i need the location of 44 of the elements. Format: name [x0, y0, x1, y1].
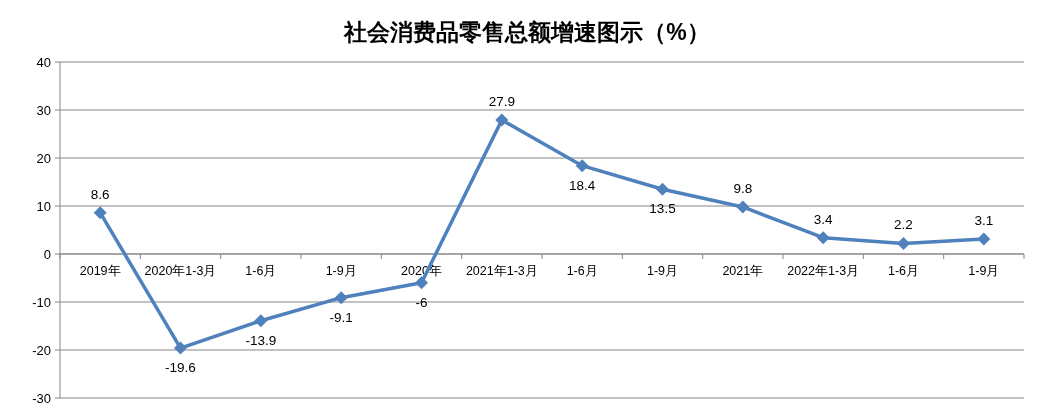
point: [575, 159, 589, 173]
y-tick-label: 40: [36, 54, 51, 70]
x-tick-label: 2019年: [79, 264, 121, 278]
x-tick-label: 2020年1-3月: [144, 264, 217, 278]
data-label: 2.2: [894, 217, 913, 233]
data-label: 8.6: [90, 186, 110, 202]
y-tick-label: 10: [36, 198, 51, 214]
point: [334, 291, 348, 305]
y-tick-label: 30: [36, 102, 51, 118]
point: [816, 231, 830, 245]
x-tick-label: 1-6月: [245, 264, 277, 278]
data-label: 3.1: [974, 213, 994, 229]
x-tick-label: 2021年1-3月: [465, 264, 538, 278]
x-tick-label: 2021年: [722, 264, 764, 278]
data-label: -13.9: [245, 332, 277, 348]
y-tick-label: -20: [32, 342, 51, 358]
point: [174, 341, 187, 355]
point: [897, 236, 910, 250]
point: [495, 113, 509, 127]
point: [254, 314, 268, 328]
chart-title: 社会消费品零售总额增速图示（%）: [343, 19, 710, 45]
x-tick-label: 1-6月: [566, 264, 598, 278]
x-tick-label: 2022年1-3月: [787, 264, 860, 278]
x-tick-label: 1-9月: [325, 264, 357, 278]
point: [977, 232, 991, 246]
data-label: 27.9: [488, 94, 515, 110]
point: [93, 206, 107, 220]
data-label: 9.8: [733, 180, 753, 196]
x-tick-label: 1-6月: [887, 264, 920, 278]
point: [415, 276, 428, 290]
data-label: -19.6: [165, 360, 196, 376]
y-tick-label: -30: [32, 390, 51, 406]
data-label: -6: [415, 294, 428, 310]
data-label: 3.4: [813, 211, 834, 227]
x-tick-label: 1-9月: [646, 264, 679, 278]
x-tick-label: 1-9月: [968, 264, 1000, 278]
y-tick-label: -10: [32, 294, 51, 310]
y-tick-label: 20: [36, 150, 51, 166]
data-label: -9.1: [329, 309, 353, 325]
point: [656, 182, 669, 196]
y-tick-label: 0: [43, 246, 51, 262]
data-label: 13.5: [649, 201, 676, 217]
point: [736, 200, 750, 214]
data-label: 18.4: [569, 177, 596, 193]
